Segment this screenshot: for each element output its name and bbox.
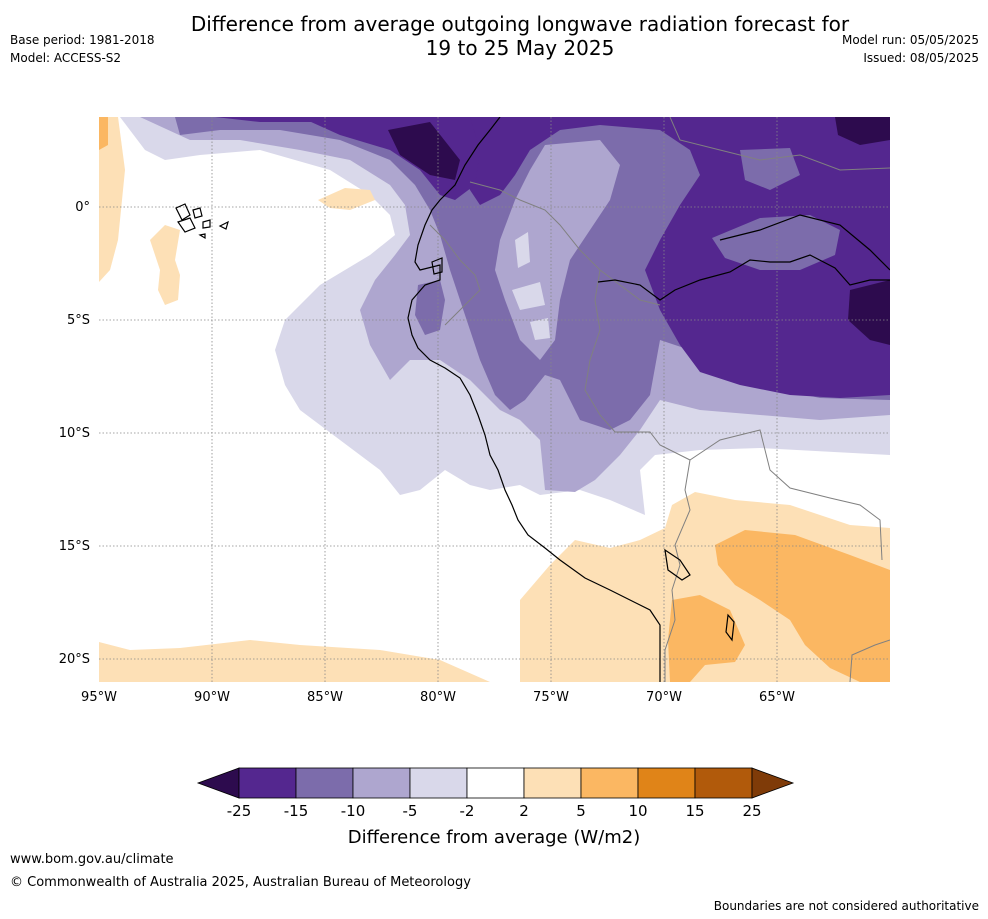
colorbar-extend-low	[196, 767, 240, 799]
colorbar-swatch	[352, 767, 411, 799]
border-bolivia-brazil	[689, 429, 883, 561]
colorbar-tick-labels: -25 -15 -10 -5 -2 2 5 10 15 25	[227, 802, 762, 820]
anomaly-patch-lighter-3	[515, 232, 530, 268]
footer-disclaimer: Boundaries are not considered authoritat…	[713, 899, 979, 913]
coastline-galapagos-1	[175, 203, 191, 221]
footer-url: www.bom.gov.au/climate	[10, 852, 174, 867]
coastline-pacific	[407, 117, 661, 682]
coastlines	[175, 117, 890, 682]
colorbar-tick-label: -2	[460, 802, 475, 820]
coastline-galapagos-5	[218, 220, 229, 230]
colorbar-tick-label: 25	[742, 802, 761, 820]
coastline-lake-poopo	[725, 613, 735, 642]
lat-label-0: 0°	[75, 200, 90, 215]
colorbar-tick-label: -15	[284, 802, 309, 820]
title-line-1: Difference from average outgoing longwav…	[190, 12, 850, 36]
colorbar-tick-label: -25	[227, 802, 252, 820]
lon-label-70w: 70°W	[646, 690, 682, 705]
country-borders	[429, 117, 890, 682]
anomaly-region-plus2-west	[99, 117, 125, 282]
coastline-amazon-river-north	[719, 214, 890, 271]
colorbar-tick-label: 10	[628, 802, 647, 820]
anomaly-patch-lighter-2	[530, 318, 550, 340]
lon-label-95w: 95°W	[81, 690, 117, 705]
coastline-lake-titicaca	[664, 548, 691, 581]
coastline-gulf-guayaquil	[431, 257, 443, 275]
colorbar-tick-label: 5	[576, 802, 586, 820]
anomaly-region-plus2-galapagos	[150, 225, 180, 305]
coastline-galapagos-4	[202, 219, 211, 229]
anomaly-region-minus25-c	[848, 280, 890, 345]
colorbar-swatches	[196, 767, 795, 799]
lat-label-15s: 15°S	[59, 539, 90, 554]
base-period-text: Base period: 1981-2018	[10, 33, 155, 47]
border-ecuador-peru	[429, 224, 481, 326]
colorbar-swatch	[637, 767, 696, 799]
lat-label-20s: 20°S	[59, 652, 90, 667]
colorbar-swatch	[580, 767, 639, 799]
anomaly-region-minus25-a	[388, 122, 460, 180]
border-colombia-venezuela-brazil	[669, 117, 890, 171]
model-text: Model: ACCESS-S2	[10, 51, 122, 65]
lat-label-10s: 10°S	[59, 426, 90, 441]
coastline-galapagos-3	[192, 207, 203, 219]
map-title: Difference from average outgoing longwav…	[150, 12, 890, 60]
lon-label-85w: 85°W	[307, 690, 343, 705]
colorbar-tick-label: 15	[685, 802, 704, 820]
colorbar-swatch	[409, 767, 468, 799]
anomaly-region-plus5-west	[99, 117, 108, 150]
colorbar-swatch	[295, 767, 354, 799]
border-peru-brazil	[584, 269, 691, 461]
anomaly-region-plus2-south	[99, 640, 490, 682]
latitude-labels: 0° 5°S 10°S 15°S 20°S	[59, 200, 90, 667]
longitude-labels: 95°W 90°W 85°W 80°W 75°W 70°W 65°W	[81, 690, 795, 705]
anomaly-region-plus5-a	[715, 530, 890, 682]
anomaly-region-minus10-coast	[415, 280, 445, 335]
colorbar-tick-label: -10	[341, 802, 366, 820]
coastline-amazon-river	[597, 254, 890, 301]
lon-label-90w: 90°W	[194, 690, 230, 705]
anomaly-patch-lighter	[512, 282, 545, 310]
border-colombia-ecuador-peru	[469, 181, 661, 306]
title-line-2: 19 to 25 May 2025	[425, 36, 615, 60]
issued-text: Issued: 08/05/2025	[863, 51, 979, 65]
model-run-text: Model run: 05/05/2025	[841, 33, 979, 47]
colorbar-title: Difference from average (W/m2)	[348, 827, 640, 848]
graticule	[99, 117, 890, 682]
border-bolivia-paraguay	[849, 639, 890, 682]
border-peru-bolivia	[671, 459, 691, 591]
anomaly-region-plus5-b	[668, 595, 745, 682]
lon-label-80w: 80°W	[420, 690, 456, 705]
colorbar: -25 -15 -10 -5 -2 2 5 10 15 25 Difference from av…	[196, 767, 795, 848]
colorbar-extend-high	[751, 767, 795, 799]
colorbar-swatch	[694, 767, 753, 799]
coastline-galapagos-6	[198, 233, 206, 240]
anomaly-region-minus15	[215, 117, 890, 398]
colorbar-tick-label: -5	[403, 802, 418, 820]
lon-label-65w: 65°W	[759, 690, 795, 705]
coastline-galapagos-2	[177, 217, 196, 233]
footer-copyright: © Commonwealth of Australia 2025, Austra…	[10, 875, 471, 890]
colorbar-swatch	[466, 767, 525, 799]
colorbar-tick-label: 2	[519, 802, 529, 820]
colorbar-swatch	[523, 767, 582, 799]
lon-label-75w: 75°W	[533, 690, 569, 705]
lat-label-5s: 5°S	[67, 313, 90, 328]
border-bolivia-chile	[664, 589, 676, 682]
colorbar-swatch	[238, 767, 297, 799]
anomaly-region-plus2-offshore	[318, 188, 375, 210]
anomaly-region-minus25-b	[835, 117, 890, 145]
map-area	[99, 117, 890, 682]
